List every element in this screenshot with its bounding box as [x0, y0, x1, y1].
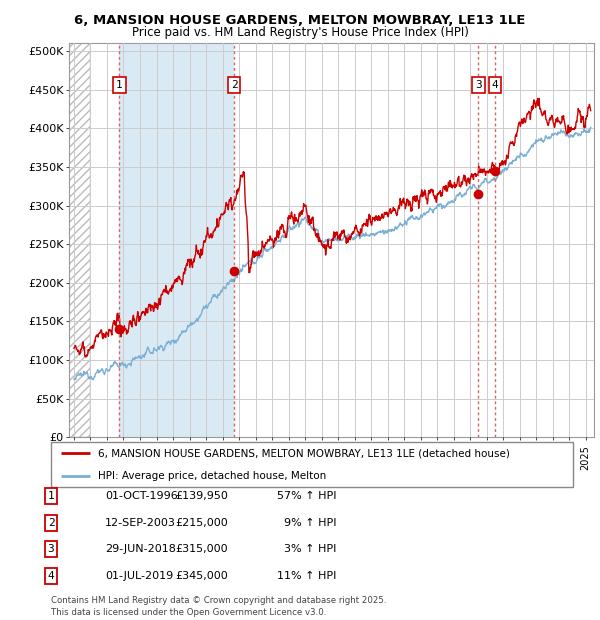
FancyBboxPatch shape	[51, 442, 573, 487]
Text: 4: 4	[491, 80, 499, 90]
Text: £139,950: £139,950	[175, 491, 228, 501]
Text: £315,000: £315,000	[175, 544, 228, 554]
Text: 3% ↑ HPI: 3% ↑ HPI	[284, 544, 336, 554]
Text: HPI: Average price, detached house, Melton: HPI: Average price, detached house, Melt…	[98, 471, 326, 480]
Text: 2: 2	[231, 80, 238, 90]
Text: Contains HM Land Registry data © Crown copyright and database right 2025.
This d: Contains HM Land Registry data © Crown c…	[51, 596, 386, 617]
Text: 2: 2	[47, 518, 55, 528]
Text: 29-JUN-2018: 29-JUN-2018	[105, 544, 176, 554]
Text: 6, MANSION HOUSE GARDENS, MELTON MOWBRAY, LE13 1LE (detached house): 6, MANSION HOUSE GARDENS, MELTON MOWBRAY…	[98, 448, 510, 458]
Text: 3: 3	[475, 80, 482, 90]
Text: £345,000: £345,000	[175, 571, 228, 581]
Text: 01-OCT-1996: 01-OCT-1996	[105, 491, 178, 501]
Text: 4: 4	[47, 571, 55, 581]
Text: 1: 1	[47, 491, 55, 501]
Text: 57% ↑ HPI: 57% ↑ HPI	[277, 491, 336, 501]
Text: 01-JUL-2019: 01-JUL-2019	[105, 571, 173, 581]
Text: 3: 3	[47, 544, 55, 554]
Text: 9% ↑ HPI: 9% ↑ HPI	[284, 518, 336, 528]
Text: £215,000: £215,000	[175, 518, 228, 528]
Text: 6, MANSION HOUSE GARDENS, MELTON MOWBRAY, LE13 1LE: 6, MANSION HOUSE GARDENS, MELTON MOWBRAY…	[74, 14, 526, 27]
Text: 11% ↑ HPI: 11% ↑ HPI	[277, 571, 336, 581]
Bar	[69, 43, 91, 437]
Text: 1: 1	[116, 80, 123, 90]
Text: 12-SEP-2003: 12-SEP-2003	[105, 518, 176, 528]
Text: Price paid vs. HM Land Registry's House Price Index (HPI): Price paid vs. HM Land Registry's House …	[131, 26, 469, 39]
Bar	[119, 43, 234, 437]
